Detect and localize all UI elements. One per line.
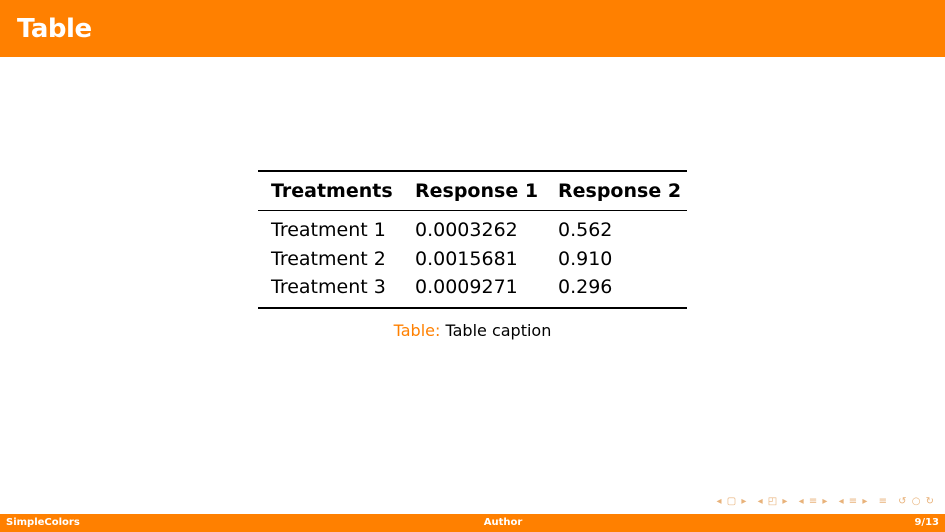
caption-text: Table caption xyxy=(445,321,552,340)
table-header-row: Treatments Response 1 Response 2 xyxy=(258,172,687,210)
table-mid-rule xyxy=(258,210,687,211)
nav-toc-icon[interactable]: ≡ xyxy=(878,496,888,507)
table-bottom-rule xyxy=(258,306,687,309)
nav-section-icon[interactable]: ◂ ≡ ▸ xyxy=(798,496,829,507)
cell-response-2: 0.910 xyxy=(558,247,613,270)
cell-response-1: 0.0015681 xyxy=(415,247,518,270)
header-response-1: Response 1 xyxy=(415,180,539,202)
footer-page-number: 9/13 xyxy=(914,517,939,528)
cell-response-2: 0.296 xyxy=(558,276,613,298)
header-response-2: Response 2 xyxy=(558,180,682,202)
table-row: Treatment 1 0.0003262 0.562 xyxy=(258,216,687,245)
nav-search-icon[interactable]: ↺ ○ ↻ xyxy=(898,496,935,507)
caption-label: Table: xyxy=(393,321,441,340)
table-row: Treatment 2 0.0015681 0.910 xyxy=(258,245,687,274)
table-top-rule xyxy=(258,170,687,172)
table-caption: Table: Table caption xyxy=(0,321,945,340)
table-row: Treatment 3 0.0009271 0.296 xyxy=(258,273,687,302)
slide-title: Table xyxy=(17,14,92,44)
nav-frame-icon[interactable]: ◂ ▢ ▸ xyxy=(716,496,748,507)
title-bar: Table xyxy=(0,0,945,57)
beamer-navigation: ◂ ▢ ▸ ◂ ◰ ▸ ◂ ≡ ▸ ◂ ≡ ▸ ≡ ↺ ○ ↻ xyxy=(711,496,935,507)
footer-title: SimpleColors xyxy=(6,517,80,528)
footer-author: Author xyxy=(483,517,523,528)
cell-response-1: 0.0003262 xyxy=(415,219,518,241)
header-treatments: Treatments xyxy=(271,180,393,202)
nav-doc-icon[interactable]: ◂ ≡ ▸ xyxy=(838,496,869,507)
cell-treatment: Treatment 1 xyxy=(271,219,386,241)
footer-bar: SimpleColors Author 9/13 xyxy=(0,514,945,532)
nav-subsection-icon[interactable]: ◂ ◰ ▸ xyxy=(757,496,789,507)
cell-treatment: Treatment 2 xyxy=(271,247,386,270)
cell-response-1: 0.0009271 xyxy=(415,276,518,298)
cell-treatment: Treatment 3 xyxy=(271,276,386,298)
data-table: Treatments Response 1 Response 2 Treatme… xyxy=(258,170,687,309)
cell-response-2: 0.562 xyxy=(558,219,613,241)
